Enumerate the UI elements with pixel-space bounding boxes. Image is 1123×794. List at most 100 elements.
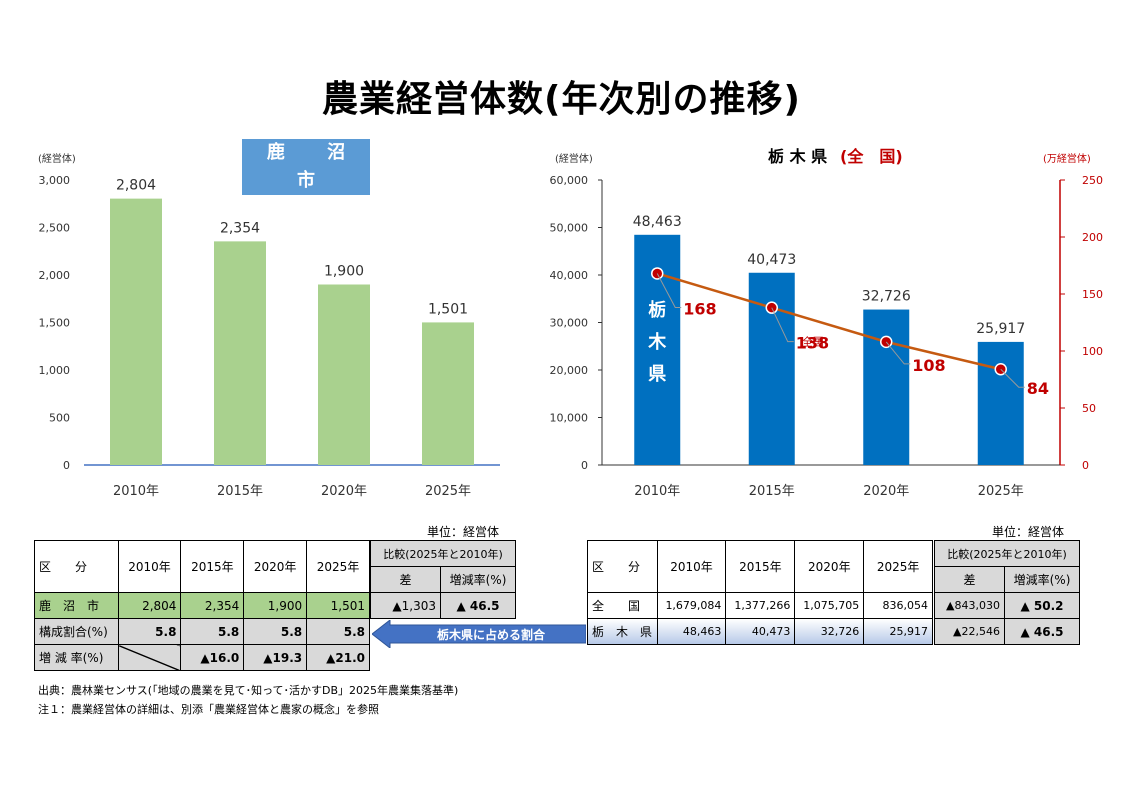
right-y2-tick-label: 150 xyxy=(1082,288,1103,301)
right-chart-unit-left: (経営体) xyxy=(555,154,593,165)
right-table-row2-v0: 48,463 xyxy=(656,618,727,645)
right-x-tick-label-2: 2020年 xyxy=(863,484,909,499)
left-table-year-2020: 2020年 xyxy=(243,540,308,593)
right-bar-label-1: 40,473 xyxy=(747,252,796,268)
note-source: 出典：農林業センサス(「地域の農業を見て･知って･活かすDB」2025年農業集落… xyxy=(38,684,459,697)
right-table-row2-label: 栃 木 県 xyxy=(587,618,658,645)
left-table-row2-label: 構成割合(%) xyxy=(34,618,119,645)
right-y-tick-label: 40,000 xyxy=(550,269,589,282)
left-table-row3-slash xyxy=(117,644,182,671)
right-table: 区 分 2010年 2015年 2020年 2025年 全 国 1,679,08… xyxy=(587,540,933,645)
left-table-row3-v3: ▲21.0 xyxy=(306,644,370,671)
zenkoku-leader-1 xyxy=(771,307,794,343)
right-bar-label-0: 48,463 xyxy=(633,214,682,230)
right-table-row1-v0: 1,679,084 xyxy=(656,592,727,619)
right-table-year-2010: 2010年 xyxy=(656,540,727,593)
left-table-row1-v0: 2,804 xyxy=(117,592,182,619)
left-y-tick-label: 3,000 xyxy=(39,174,71,187)
right-table-unit: 単位：経営体 xyxy=(992,525,1065,539)
left-bar-0 xyxy=(110,198,162,465)
left-bar-2 xyxy=(318,284,370,465)
left-table-year-2025: 2025年 xyxy=(306,540,370,593)
zenkoku-line xyxy=(656,272,1002,371)
right-table-row1-v1: 1,377,266 xyxy=(725,592,796,619)
right-x-tick-label-3: 2025年 xyxy=(978,484,1024,499)
left-chart-unit: (経営体) xyxy=(38,154,76,165)
right-y-tick-label: 20,000 xyxy=(550,364,589,377)
right-y2-tick-label: 0 xyxy=(1082,459,1089,472)
right-table-year-2020: 2020年 xyxy=(794,540,865,593)
right-y2-tick-label: 250 xyxy=(1082,174,1103,187)
left-table-row1-v3: 1,501 xyxy=(306,592,370,619)
left-compare-header: 比較(2025年と2010年) xyxy=(370,540,516,567)
zenkoku-leader-3 xyxy=(1000,368,1025,388)
share-arrow xyxy=(372,620,586,648)
left-bar-label-2: 1,900 xyxy=(324,264,364,280)
right-bar-2 xyxy=(863,309,910,465)
right-chart-unit-right: (万経営体) xyxy=(1043,154,1091,165)
zenkoku-label-1: 138 xyxy=(796,334,829,353)
left-x-tick-label-0: 2010年 xyxy=(113,484,159,499)
left-table-row3-v1: ▲16.0 xyxy=(180,644,245,671)
right-compare-rate-tochigi: ▲ 46.5 xyxy=(1004,618,1080,645)
right-y2-tick-label: 50 xyxy=(1082,402,1096,415)
right-compare-rate-zenkoku: ▲ 50.2 xyxy=(1004,592,1080,619)
left-table-row1-v2: 1,900 xyxy=(243,592,308,619)
left-table-row1-v1: 2,354 xyxy=(180,592,245,619)
left-table-year-2010: 2010年 xyxy=(117,540,182,593)
zenkoku-label-2: 108 xyxy=(912,356,945,375)
left-y-tick-label: 500 xyxy=(49,412,70,425)
right-compare-diff-zenkoku: ▲843,030 xyxy=(934,592,1005,619)
zenkoku-series-name: 全国 xyxy=(802,335,824,349)
right-compare-rate-header: 増減率(%) xyxy=(1004,566,1080,593)
right-y-tick-label: 0 xyxy=(581,459,588,472)
left-y-tick-label: 2,000 xyxy=(39,269,71,282)
right-y2-tick-label: 200 xyxy=(1082,231,1103,244)
left-y-tick-label: 1,500 xyxy=(39,317,71,330)
right-table-row1-v3: 836,054 xyxy=(863,592,933,619)
left-compare-rate: ▲ 46.5 xyxy=(440,592,516,619)
left-table-row3-v2: ▲19.3 xyxy=(243,644,308,671)
left-table-row2-v2: 5.8 xyxy=(243,618,308,645)
left-bar-label-1: 2,354 xyxy=(220,220,260,236)
right-table-row2-v3: 25,917 xyxy=(863,618,933,645)
left-table-kubun-header: 区 分 xyxy=(34,540,119,593)
right-compare-diff-tochigi: ▲22,546 xyxy=(934,618,1005,645)
left-chart-label: 鹿 沼 市 xyxy=(242,139,370,195)
left-bar-label-3: 1,501 xyxy=(428,301,468,317)
right-y-tick-label: 10,000 xyxy=(550,412,589,425)
left-x-tick-label-3: 2025年 xyxy=(425,484,471,499)
right-table-year-2025: 2025年 xyxy=(863,540,933,593)
right-y-tick-label: 60,000 xyxy=(550,174,589,187)
right-y-tick-label: 50,000 xyxy=(550,222,589,235)
right-compare-table: 比較(2025年と2010年) 差 増減率(%) ▲843,030 ▲ 50.2… xyxy=(934,540,1080,645)
left-compare-diff-header: 差 xyxy=(370,566,441,593)
left-x-tick-label-2: 2020年 xyxy=(321,484,367,499)
right-x-tick-label-0: 2010年 xyxy=(634,484,680,499)
right-bar-label-3: 25,917 xyxy=(976,321,1025,337)
zenkoku-label-3: 84 xyxy=(1027,379,1049,398)
left-y-tick-label: 1,000 xyxy=(39,364,71,377)
right-bar-3 xyxy=(977,341,1024,465)
right-table-row2-v2: 32,726 xyxy=(794,618,865,645)
right-bar-vertical-label: 栃 xyxy=(648,299,666,321)
left-table: 区 分 2010年 2015年 2020年 2025年 鹿 沼 市 2,804 … xyxy=(34,540,370,671)
left-table-row2-v0: 5.8 xyxy=(117,618,182,645)
right-y2-tick-label: 100 xyxy=(1082,345,1103,358)
right-compare-header: 比較(2025年と2010年) xyxy=(934,540,1080,567)
right-bar-vertical-label: 県 xyxy=(648,364,666,385)
right-compare-diff-header: 差 xyxy=(934,566,1005,593)
right-table-year-2015: 2015年 xyxy=(725,540,796,593)
left-table-row1-label: 鹿 沼 市 xyxy=(34,592,119,619)
right-y-tick-label: 30,000 xyxy=(550,317,589,330)
left-compare-table: 比較(2025年と2010年) 差 増減率(%) ▲1,303 ▲ 46.5 xyxy=(370,540,516,619)
left-table-row2-v3: 5.8 xyxy=(306,618,370,645)
right-table-kubun-header: 区 分 xyxy=(587,540,658,593)
zenkoku-leader-0 xyxy=(656,273,682,308)
right-chart-label-tochigi: 栃 木 県 xyxy=(768,147,828,166)
right-chart-label-zenkoku: (全 国) xyxy=(840,147,903,166)
left-table-row3-label: 増 減 率(%) xyxy=(34,644,119,671)
left-compare-diff: ▲1,303 xyxy=(370,592,441,619)
right-bar-vertical-label: 木 xyxy=(647,331,667,353)
